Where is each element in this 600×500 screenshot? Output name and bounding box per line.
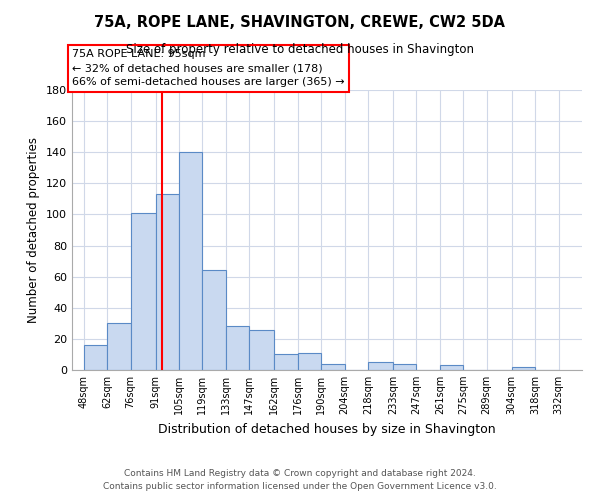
Bar [179,152,202,370]
Bar [131,213,155,370]
Bar [321,364,344,370]
Bar [107,324,131,370]
Bar [274,354,298,370]
Bar [226,326,249,370]
Text: 75A, ROPE LANE, SHAVINGTON, CREWE, CW2 5DA: 75A, ROPE LANE, SHAVINGTON, CREWE, CW2 5… [95,15,505,30]
Bar [249,330,274,370]
Bar [440,366,463,370]
Bar [84,345,107,370]
Bar [202,270,226,370]
Text: Contains HM Land Registry data © Crown copyright and database right 2024.: Contains HM Land Registry data © Crown c… [124,468,476,477]
X-axis label: Distribution of detached houses by size in Shavington: Distribution of detached houses by size … [158,422,496,436]
Bar [512,367,535,370]
Text: Contains public sector information licensed under the Open Government Licence v3: Contains public sector information licen… [103,482,497,491]
Text: Size of property relative to detached houses in Shavington: Size of property relative to detached ho… [126,42,474,56]
Y-axis label: Number of detached properties: Number of detached properties [28,137,40,323]
Bar [155,194,179,370]
Text: 75A ROPE LANE: 95sqm
← 32% of detached houses are smaller (178)
66% of semi-deta: 75A ROPE LANE: 95sqm ← 32% of detached h… [72,49,344,87]
Bar [393,364,416,370]
Bar [298,353,321,370]
Bar [368,362,393,370]
